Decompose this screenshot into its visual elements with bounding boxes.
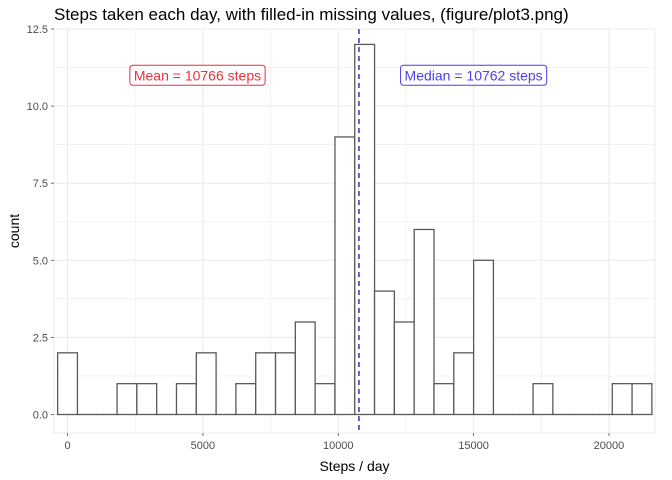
histogram-bar (255, 352, 277, 416)
histogram-bar (314, 383, 336, 416)
histogram-bar (175, 383, 197, 416)
histogram-bar (611, 383, 633, 416)
histogram-bar (413, 228, 435, 416)
y-tick-label: 0.0 (33, 409, 48, 421)
panel-border (53, 28, 656, 434)
histogram-bar (334, 136, 356, 416)
histogram-bar (373, 290, 396, 416)
annotations-layer: Mean = 10766 steps Median = 10762 steps (129, 64, 548, 86)
annotation-text: Median = 10762 steps (405, 67, 543, 83)
histogram-bar (235, 383, 257, 416)
y-tick-label: 7.5 (33, 178, 48, 190)
y-tick-label: 12.5 (27, 24, 48, 36)
histogram-bar (453, 352, 475, 416)
x-tick-label: 20000 (594, 440, 625, 452)
histogram-bar (136, 383, 158, 416)
x-tick-label: 15000 (458, 440, 489, 452)
histogram-bar (354, 43, 376, 416)
x-tick-label: 5000 (191, 440, 215, 452)
histogram-bar (116, 383, 138, 416)
mean-label: Mean = 10766 steps (129, 64, 266, 86)
x-tick-label: 10000 (323, 440, 354, 452)
histogram-bar (195, 352, 217, 416)
tick-labels-layer: 0 5000 10000 15000 20000 0.0 2.5 5.0 7.5 10.0 12.5 (27, 24, 625, 452)
median-label: Median = 10762 steps (400, 64, 548, 86)
chart-title: Steps taken each day, with filled-in mis… (54, 5, 569, 24)
y-tick-label: 5.0 (33, 255, 48, 267)
histogram-bar (631, 383, 653, 416)
histogram-bar (433, 383, 455, 416)
histogram-bar (393, 321, 415, 416)
histogram-bar (472, 259, 495, 416)
annotation-box (129, 64, 266, 86)
annotation-text: Mean = 10766 steps (134, 67, 261, 83)
x-tick-label: 0 (64, 440, 70, 452)
histogram-bar (294, 321, 316, 416)
bars-layer (56, 43, 653, 416)
annotation-box (400, 64, 548, 86)
y-tick-label: 2.5 (33, 332, 48, 344)
histogram-bar (274, 352, 296, 416)
histogram-bar (532, 383, 554, 416)
x-axis-title: Steps / day (319, 458, 389, 474)
y-axis-title: count (6, 214, 22, 248)
y-tick-label: 10.0 (27, 101, 48, 113)
histogram-bar (56, 352, 79, 416)
